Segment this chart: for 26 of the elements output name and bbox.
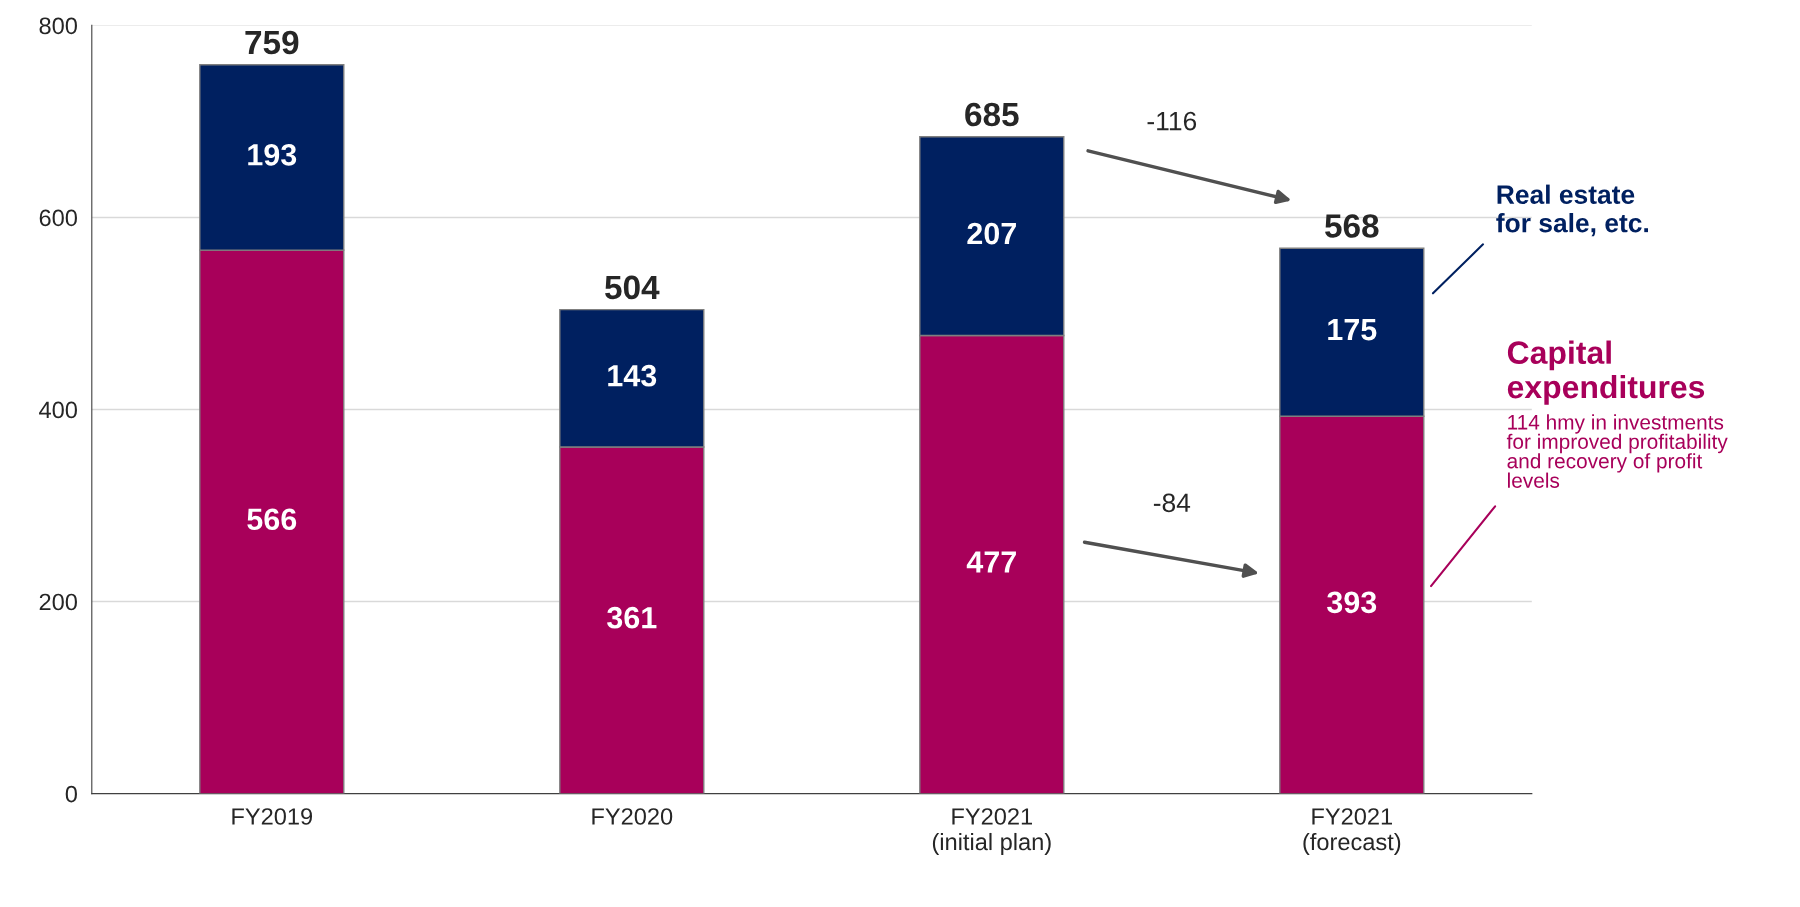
data-label: 175: [1328, 319, 1377, 341]
data-label: 477: [966, 551, 1016, 573]
annotation: 114 hmy in investments for improved profitability and recovery of profit levels: [1506, 414, 1728, 488]
x-tick-label: FY2019: [232, 808, 313, 825]
data-label: 207: [967, 222, 1016, 245]
text: Real estate for sale, etc.: [1496, 184, 1648, 237]
total-label: 568: [1325, 214, 1379, 238]
y-tick-label: 800: [39, 17, 77, 35]
data-label: 361: [607, 606, 657, 629]
y-tick-label: 0: [65, 785, 77, 803]
x-tick-label: FY2020: [592, 808, 673, 825]
x-tick-label: FY2021 (initial plan): [932, 808, 1051, 855]
total-label: 759: [245, 30, 299, 55]
annotation: -116: [1147, 111, 1197, 131]
total-label: 685: [965, 102, 1019, 127]
data-label: 393: [1327, 591, 1377, 614]
y-tick-label: 200: [39, 593, 77, 611]
data-label: 143: [608, 364, 657, 387]
annotation: -84: [1153, 493, 1191, 513]
text: Capital expenditures: [1507, 340, 1705, 405]
y-tick-label: 600: [39, 209, 77, 227]
data-label: 193: [248, 144, 297, 166]
x-tick-label: FY2021 (forecast): [1303, 808, 1401, 855]
y-tick-label: 400: [39, 401, 77, 419]
data-label: 566: [247, 508, 297, 531]
total-label: 504: [605, 275, 660, 300]
